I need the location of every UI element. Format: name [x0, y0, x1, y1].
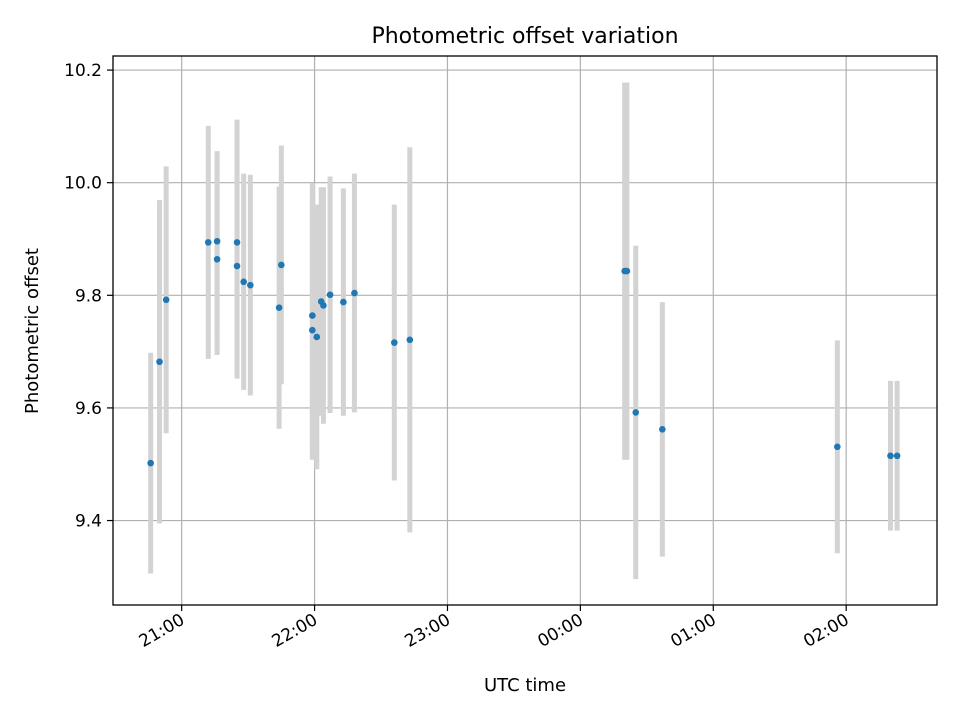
data-point [887, 452, 894, 460]
x-axis-label: UTC time [484, 675, 566, 696]
data-point [247, 281, 254, 289]
y-tick-label: 10.2 [64, 61, 102, 81]
data-point [213, 255, 221, 263]
data-point [147, 459, 154, 467]
data-point [278, 261, 285, 269]
data-point [309, 312, 316, 319]
data-point [156, 358, 163, 366]
x-tick-label: 21:00 [136, 610, 188, 652]
data-point [623, 267, 631, 275]
data-point [233, 239, 241, 246]
x-tick-label: 02:00 [800, 610, 852, 652]
data-point [406, 336, 414, 344]
data-point [320, 302, 327, 309]
x-tick-label: 01:00 [667, 610, 719, 652]
y-tick-label: 10.0 [64, 174, 102, 194]
data-point [313, 333, 321, 341]
data-point [340, 298, 347, 306]
axis-ticks: 21:00 22:00 23:00 00:00 01:00 02:00 9.4 9.6 9.8 1… [64, 61, 853, 652]
y-axis-label: Photometric offset [22, 248, 43, 414]
data-point [309, 326, 316, 334]
data-points [147, 237, 901, 467]
data-point [204, 239, 212, 246]
grid-lines [113, 56, 937, 605]
data-point [659, 426, 666, 433]
data-point [213, 237, 221, 245]
x-tick-label: 23:00 [402, 610, 454, 652]
data-point [240, 278, 247, 286]
plot-frame [112, 55, 938, 606]
y-tick-label: 9.6 [75, 399, 102, 419]
data-point [893, 452, 901, 460]
data-point [632, 409, 640, 416]
y-tick-label: 9.4 [75, 512, 102, 532]
error-bars [148, 82, 900, 580]
data-point [275, 304, 283, 311]
data-point [326, 291, 334, 299]
data-point [162, 296, 170, 304]
data-point [351, 289, 358, 297]
data-point [834, 443, 841, 451]
data-point [391, 339, 398, 346]
y-tick-label: 9.8 [75, 286, 102, 306]
x-tick-label: 00:00 [534, 610, 586, 652]
chart-title: Photometric offset variation [371, 24, 678, 49]
data-point [233, 262, 241, 270]
x-tick-label: 22:00 [269, 610, 321, 652]
